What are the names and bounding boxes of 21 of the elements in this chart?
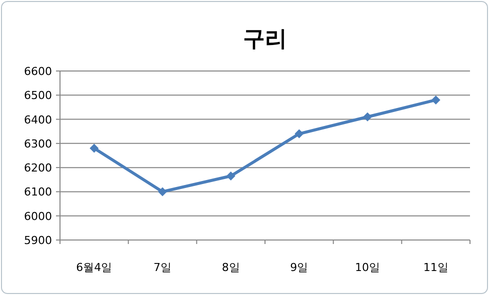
x-tick-label: 10일 xyxy=(355,261,380,274)
x-tick-label: 6월4일 xyxy=(76,261,112,274)
y-tick-label: 5900 xyxy=(24,234,52,247)
y-tick-label: 6600 xyxy=(24,65,52,78)
point xyxy=(363,112,372,122)
y-tick-label: 6000 xyxy=(24,210,52,223)
x-tick-label: 7일 xyxy=(154,261,172,274)
point xyxy=(158,187,167,196)
point xyxy=(226,172,236,181)
point xyxy=(294,129,304,138)
x-tick-label: 11일 xyxy=(423,261,448,274)
point xyxy=(90,144,99,153)
x-tick-label: 9일 xyxy=(290,261,308,274)
y-tick-label: 6400 xyxy=(24,113,52,126)
y-tick-label: 6300 xyxy=(24,137,52,150)
chart-title: 구리 xyxy=(243,27,287,52)
y-tick-label: 6200 xyxy=(24,162,52,175)
x-tick-label: 8일 xyxy=(222,261,240,274)
y-tick-label: 6100 xyxy=(24,186,52,199)
point xyxy=(431,95,440,104)
y-tick-label: 6500 xyxy=(24,89,52,102)
